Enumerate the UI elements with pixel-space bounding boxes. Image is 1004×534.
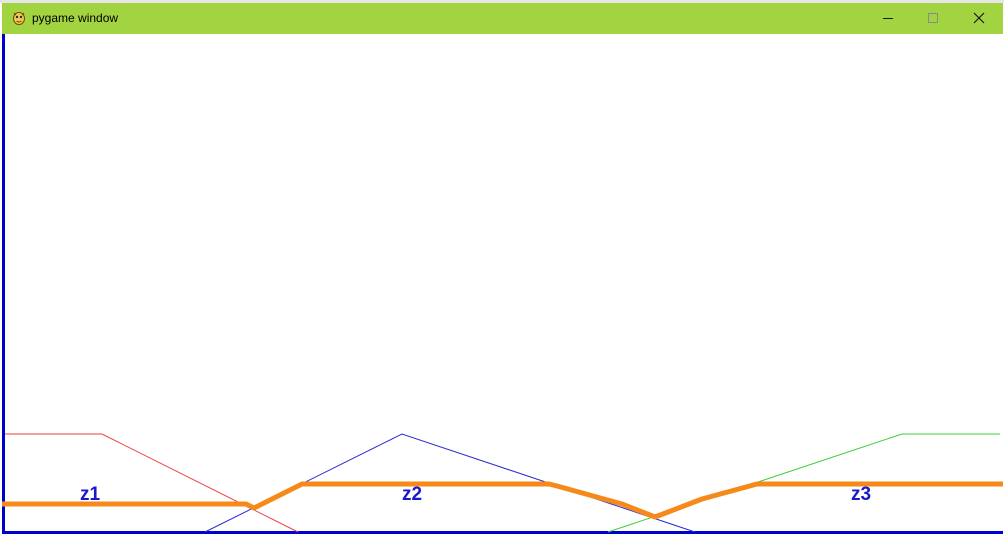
zone1-membership-line (5, 433, 299, 533)
desktop-strip (0, 0, 1004, 3)
zone-label-z1: z1 (80, 484, 101, 505)
maximize-button[interactable] (910, 3, 954, 34)
minimize-button[interactable] (865, 3, 909, 34)
title-bar[interactable]: pygame window (2, 3, 1003, 34)
fuzzy-zones-drawing: z1 z2 z3 (2, 34, 1003, 534)
game-canvas[interactable]: z1 z2 z3 (2, 34, 1003, 534)
highlight-path (2, 481, 1003, 520)
maximize-icon (928, 13, 938, 23)
close-button[interactable] (956, 3, 1000, 34)
pygame-snake-icon (11, 10, 27, 26)
close-icon (973, 12, 985, 24)
window-title: pygame window (32, 11, 119, 25)
zone-label-z3: z3 (851, 484, 871, 505)
zone-label-z2: z2 (402, 484, 422, 505)
minimize-icon (883, 18, 893, 19)
